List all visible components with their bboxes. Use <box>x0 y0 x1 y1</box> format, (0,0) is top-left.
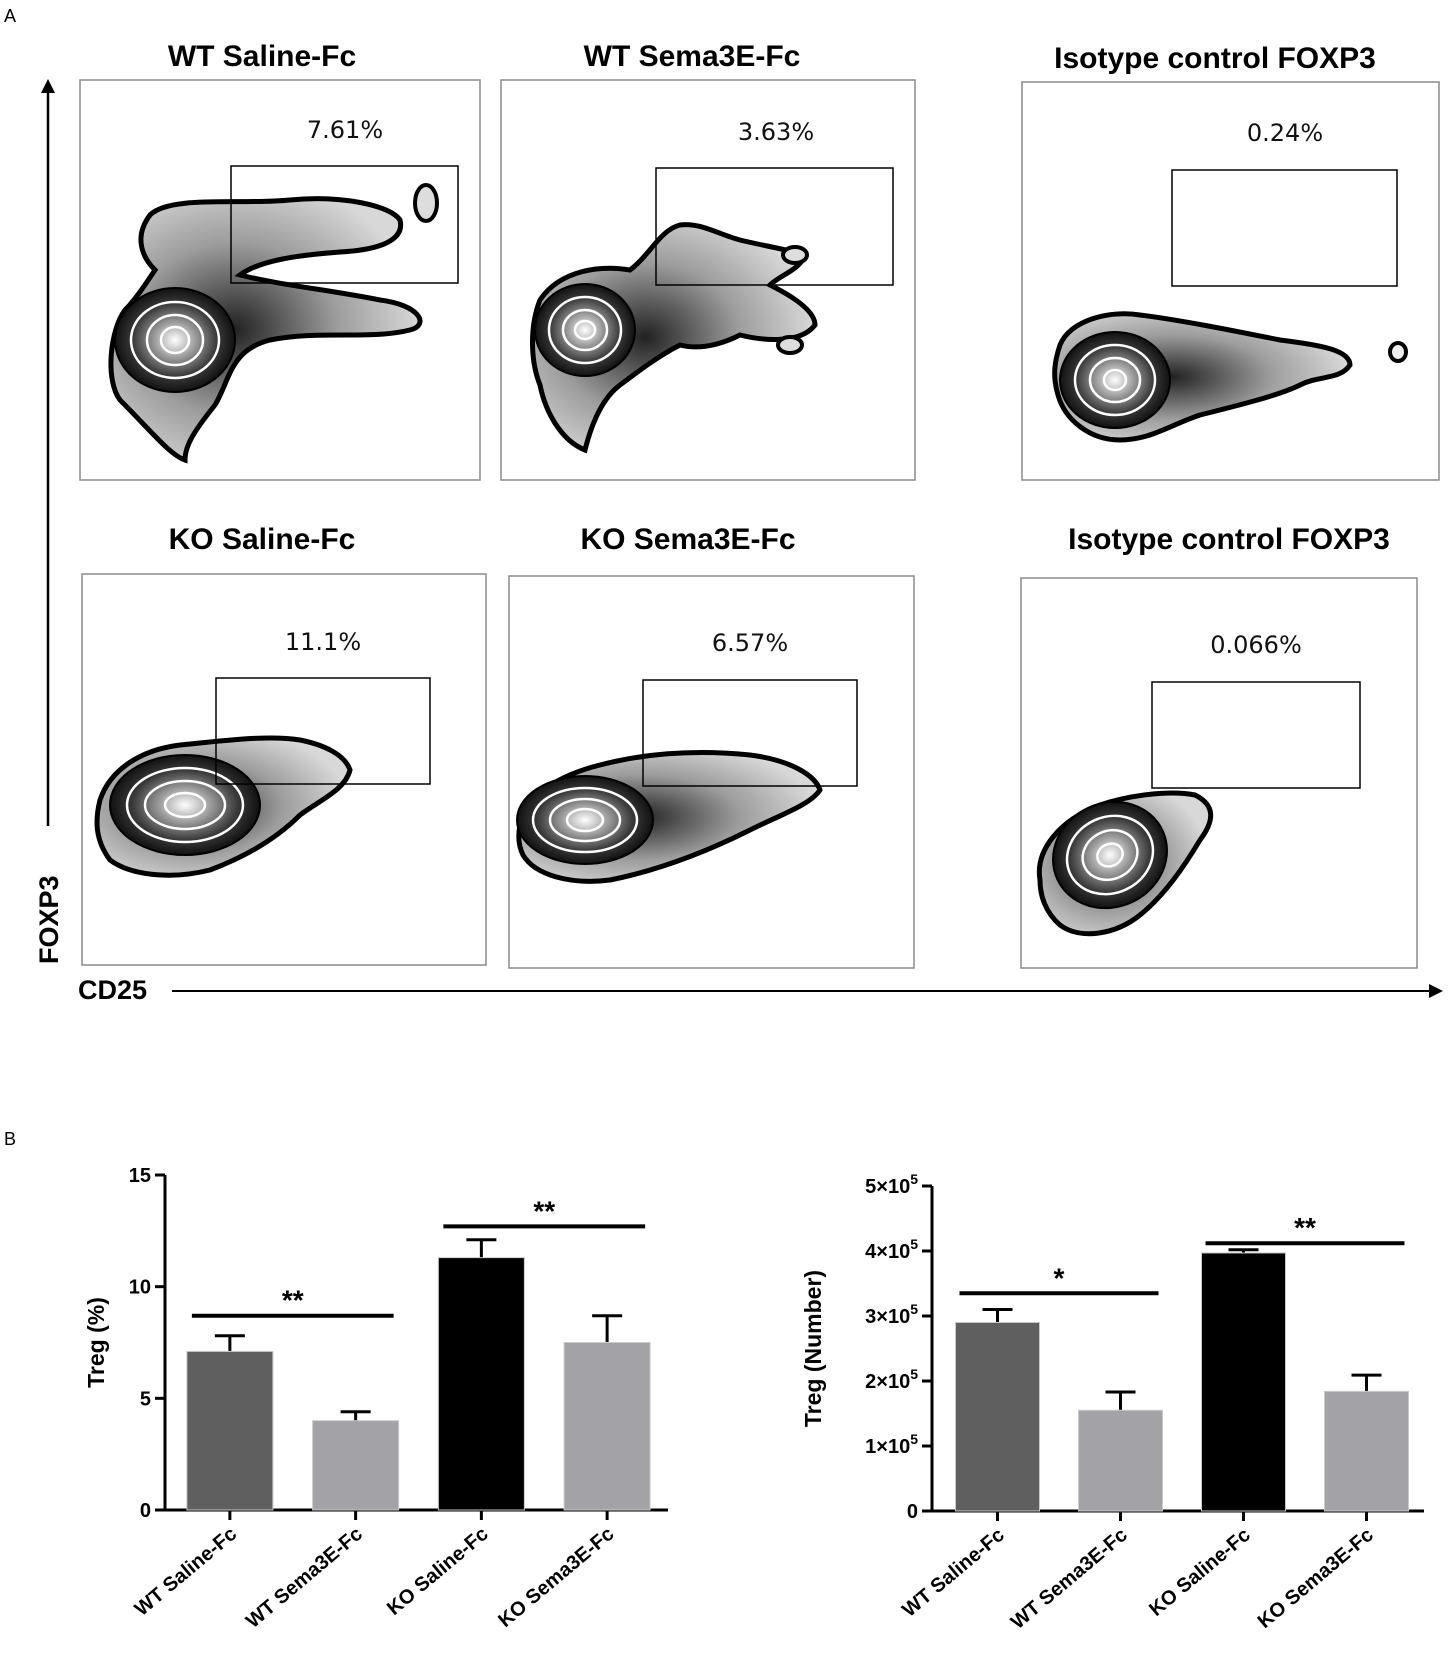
x-category-label: WT Saline-Fc <box>898 1524 1008 1622</box>
facs-panel-title: KO Sema3E-Fc <box>580 523 795 556</box>
contour-density <box>1052 311 1408 443</box>
x-category-label: WT Saline-Fc <box>131 1523 241 1621</box>
y-tick-label: 3×105 <box>865 1301 918 1328</box>
y-tick-exponent: 5 <box>910 1236 918 1252</box>
y-tick-label: 15 <box>129 1165 151 1187</box>
y-tick-label: 1×105 <box>865 1431 918 1458</box>
x-category-label: KO Saline-Fc <box>1145 1524 1255 1621</box>
significance-label: * <box>1054 1262 1065 1293</box>
y-tick-label: 2×105 <box>865 1366 918 1393</box>
gate-box <box>230 165 459 284</box>
gate-percent: 0.24% <box>1247 119 1323 147</box>
gate-box <box>642 679 858 787</box>
y-tick-label: 10 <box>129 1277 151 1299</box>
gate-box <box>1151 681 1361 789</box>
bar <box>312 1420 400 1511</box>
bar <box>186 1350 274 1511</box>
panel-a-label: A <box>4 6 16 26</box>
bar <box>1324 1390 1409 1512</box>
facs-panel-isotype-top: Isotype control FOXP3 0.24% <box>1021 42 1440 481</box>
facs-panel-ko-saline: KO Saline-Fc 11.1% <box>81 523 487 966</box>
y-tick-exponent: 5 <box>910 1171 918 1187</box>
gate-percent: 11.1% <box>285 628 361 656</box>
facs-panel-title: KO Saline-Fc <box>169 523 356 556</box>
bar <box>437 1257 525 1511</box>
y-tick-exponent: 5 <box>910 1431 918 1447</box>
y-axis-title: Treg (%) <box>83 1297 109 1388</box>
bar <box>955 1322 1040 1512</box>
facs-panel-isotype-bottom: Isotype control FOXP3 0.066% <box>1020 523 1418 969</box>
x-category-label: KO Sema3E-Fc <box>1254 1524 1378 1633</box>
facs-panel-ko-sema3e: KO Sema3E-Fc 6.57% <box>508 523 915 969</box>
bar <box>1201 1252 1286 1512</box>
significance-label: ** <box>1294 1212 1316 1243</box>
contour-density <box>94 735 353 878</box>
gate-percent: 7.61% <box>307 116 383 144</box>
y-tick-exponent: 5 <box>910 1301 918 1317</box>
gate-percent: 6.57% <box>712 629 788 657</box>
gate-box <box>215 677 431 785</box>
facs-panel-title: Isotype control FOXP3 <box>1068 523 1390 556</box>
y-tick-label: 0 <box>907 1501 918 1523</box>
x-category-label: KO Sema3E-Fc <box>494 1523 618 1632</box>
y-tick-label: 5×105 <box>865 1171 918 1198</box>
facs-plot-frame <box>1021 81 1440 481</box>
bar <box>1078 1409 1163 1512</box>
contour-density <box>108 183 439 464</box>
facs-panel-title: Isotype control FOXP3 <box>1054 42 1376 75</box>
bar <box>563 1342 651 1511</box>
contour-density <box>530 222 818 454</box>
x-category-label: WT Sema3E-Fc <box>242 1523 367 1633</box>
gate-box <box>655 167 894 286</box>
contour-density <box>1036 790 1214 937</box>
foxp3-axis-title: FOXP3 <box>34 875 64 964</box>
y-tick-label: 4×105 <box>865 1236 918 1263</box>
y-tick-exponent: 5 <box>910 1366 918 1382</box>
facs-panel-title: WT Sema3E-Fc <box>584 40 801 73</box>
x-category-label: WT Sema3E-Fc <box>1007 1524 1132 1634</box>
significance-label: ** <box>533 1195 555 1226</box>
gate-percent: 0.066% <box>1210 631 1302 659</box>
significance-label: ** <box>282 1285 304 1316</box>
gate-box <box>1171 169 1398 287</box>
facs-panel-wt-saline: WT Saline-Fc 7.61% <box>79 40 481 481</box>
x-category-label: KO Saline-Fc <box>383 1523 493 1620</box>
bar-chart-treg-number: Treg (Number) 0 1×105 2×105 3×105 4×105 5×105 W… <box>800 1171 1424 1634</box>
y-tick-label: 5 <box>140 1388 151 1410</box>
facs-panel-title: WT Saline-Fc <box>168 40 356 73</box>
y-axis-title: Treg (Number) <box>800 1270 826 1427</box>
facs-panel-wt-sema3e: WT Sema3E-Fc 3.63% <box>500 40 916 481</box>
cd25-axis-title: CD25 <box>78 975 147 1005</box>
contour-density <box>516 749 823 884</box>
y-tick-label: 0 <box>140 1500 151 1522</box>
panel-b-label: B <box>4 1129 16 1149</box>
gate-percent: 3.63% <box>738 118 814 146</box>
